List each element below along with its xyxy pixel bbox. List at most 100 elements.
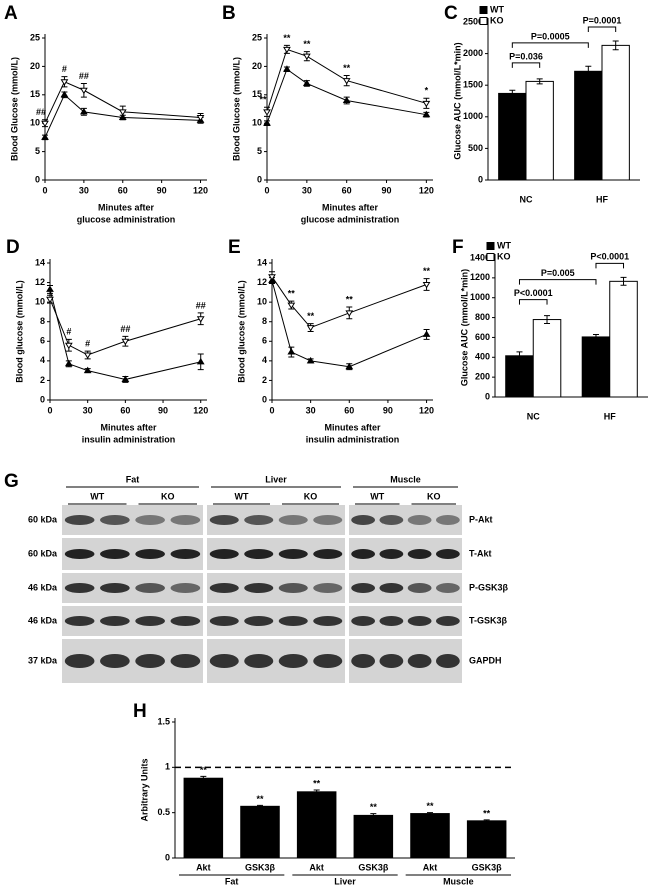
blot-band <box>379 583 404 593</box>
y-axis-label: Blood Glucose (mmol/L) <box>9 57 19 161</box>
blot-band <box>407 515 432 525</box>
point <box>342 78 351 85</box>
bar <box>183 777 224 859</box>
genotype-label: KO <box>161 491 175 501</box>
genotype-label: KO <box>427 491 441 501</box>
size-label: 46 kDa <box>28 615 58 625</box>
y-tick-label: 6 <box>262 336 267 346</box>
point <box>196 115 205 122</box>
panel-letter: F <box>452 237 464 258</box>
panel-letter: B <box>222 3 236 24</box>
bar <box>353 814 394 859</box>
panel-letter: C <box>444 3 458 24</box>
tissue-label: Liver <box>265 474 287 484</box>
legend-label: WT <box>497 240 511 250</box>
bar <box>505 355 534 398</box>
x-tick-label: HF <box>604 411 616 421</box>
x-axis-label: Minutes after <box>98 202 155 212</box>
annotation: ** <box>483 808 491 818</box>
y-tick-label: 20 <box>30 61 40 71</box>
y-tick-label: 500 <box>468 143 483 153</box>
blot-band <box>64 515 95 525</box>
point <box>422 110 431 118</box>
y-tick-label: 14 <box>35 257 45 267</box>
point <box>287 348 296 355</box>
point <box>118 109 127 116</box>
point <box>306 356 315 364</box>
point <box>422 100 431 108</box>
genotype-label: WT <box>90 491 104 501</box>
annotation: ** <box>200 765 208 775</box>
comparison-bracket <box>595 262 625 269</box>
point <box>268 274 276 281</box>
blot-band <box>170 654 201 668</box>
error-bar <box>536 78 543 85</box>
point <box>287 302 296 310</box>
comparison-bracket <box>511 62 541 68</box>
point <box>283 65 291 72</box>
annotation: ## <box>79 71 89 81</box>
bar <box>574 70 603 181</box>
point <box>342 96 351 103</box>
legend-label: WT <box>490 4 504 14</box>
point <box>196 316 205 323</box>
point <box>196 357 205 365</box>
error-bar <box>620 276 627 286</box>
blot-band <box>407 549 432 559</box>
y-tick-label: 1500 <box>463 80 483 90</box>
point <box>60 90 69 98</box>
annotation: ** <box>313 778 321 788</box>
size-label: 60 kDa <box>28 514 58 524</box>
blot-band <box>435 515 460 525</box>
y-tick-label: 10 <box>257 297 267 307</box>
blot-band <box>135 549 165 559</box>
x-tick-label: 120 <box>419 405 434 415</box>
group-label: Liver <box>334 876 356 886</box>
annotation: ** <box>423 266 431 276</box>
bar <box>498 92 527 181</box>
x-axis-label: glucose administration <box>301 214 400 224</box>
genotype-label: WT <box>370 491 384 501</box>
legend-swatch <box>486 253 495 261</box>
x-axis-label: Minutes after <box>322 202 379 212</box>
panel-letter: A <box>4 3 18 24</box>
blot-band <box>64 616 95 626</box>
bar <box>240 805 280 859</box>
blot-band <box>351 583 376 593</box>
annotation: ** <box>426 801 434 811</box>
y-tick-label: 0 <box>262 394 267 404</box>
blot-band <box>435 583 460 593</box>
point <box>306 325 315 332</box>
blot-band <box>244 583 274 593</box>
legend-swatch <box>479 17 488 25</box>
y-tick-label: 1.5 <box>157 716 170 726</box>
y-tick-label: 5 <box>35 146 40 156</box>
point <box>302 53 311 61</box>
blot-band <box>244 654 274 668</box>
line <box>49 289 201 380</box>
blot-band <box>244 616 274 626</box>
x-tick-label: GSK3β <box>245 862 276 872</box>
error-bar <box>370 813 377 818</box>
blot-band <box>100 654 130 668</box>
y-tick-label: 200 <box>475 372 490 382</box>
x-tick-label: 0 <box>42 185 47 195</box>
y-axis-label: Blood glucose (mmol/L) <box>236 280 246 383</box>
x-axis-label: Minutes after <box>100 422 157 432</box>
x-axis-label: glucose administration <box>77 214 176 224</box>
x-tick-label: 30 <box>83 405 93 415</box>
annotation: ** <box>259 95 267 105</box>
size-label: 46 kDa <box>28 582 58 592</box>
blot-band <box>135 654 165 668</box>
annotation: ** <box>346 294 354 304</box>
x-tick-label: 0 <box>269 405 274 415</box>
y-tick-label: 5 <box>257 146 262 156</box>
point <box>83 366 92 374</box>
protein-label: T-GSK3β <box>469 615 508 625</box>
y-tick-label: 400 <box>475 352 490 362</box>
y-tick-label: 10 <box>35 297 45 307</box>
blot-band <box>135 583 165 593</box>
y-axis-label: Blood Glucose (mmol/L) <box>231 57 241 161</box>
y-tick-label: 2 <box>262 375 267 385</box>
